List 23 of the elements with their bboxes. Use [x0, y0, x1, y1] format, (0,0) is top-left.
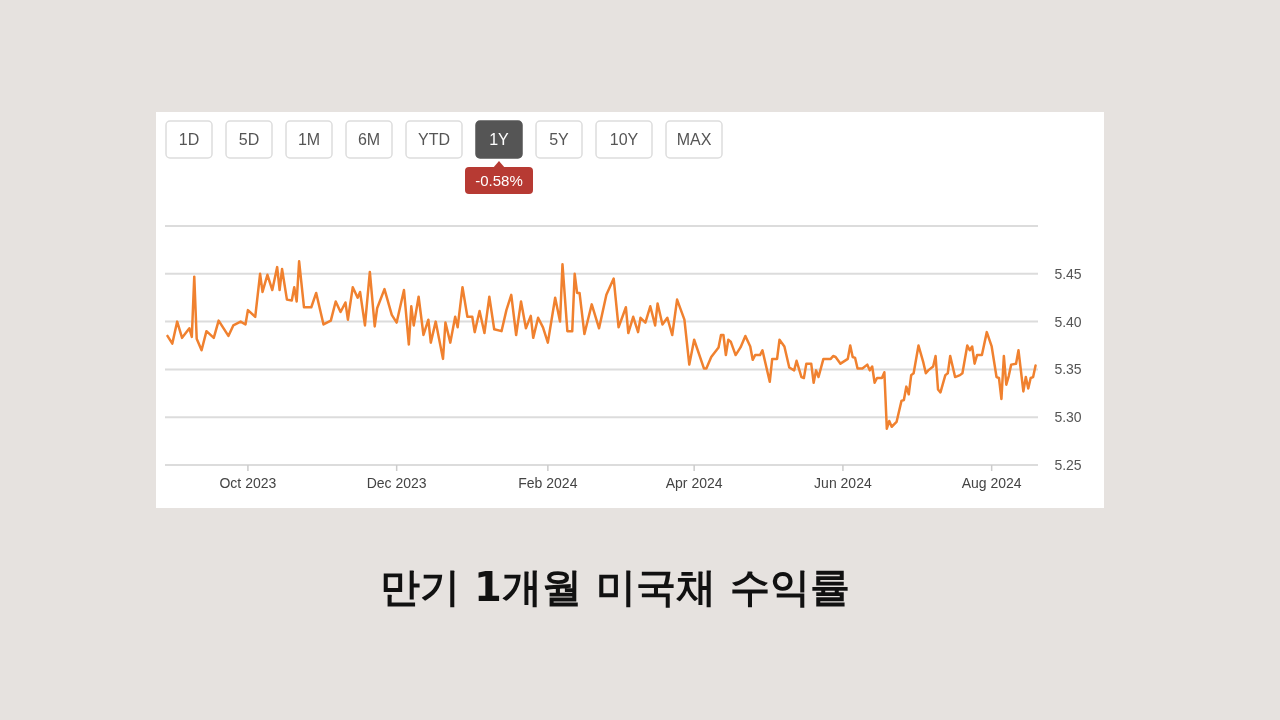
- x-tick-label: Feb 2024: [518, 475, 578, 491]
- line-series: [166, 260, 1037, 430]
- text: 1D: [178, 131, 200, 148]
- y-tick-label: 5.25: [1054, 457, 1082, 473]
- x-tick-label: Aug 2024: [961, 475, 1022, 491]
- text: 만기 1개월 미국채 수익률: [380, 564, 850, 610]
- text: 5D: [238, 131, 260, 148]
- y-tick-label: 5.30: [1054, 409, 1082, 426]
- text: 6M: [357, 131, 381, 148]
- text: 1Y: [489, 131, 510, 148]
- text: YTD: [418, 131, 450, 148]
- x-tick-label: Apr 2024: [665, 475, 723, 491]
- y-tick-label: 5.45: [1054, 265, 1082, 282]
- y-tick-label: 5.40: [1054, 313, 1082, 330]
- x-tick-label: Dec 2023: [366, 475, 427, 491]
- text: 1M: [297, 131, 321, 148]
- x-tick-label: Oct 2023: [219, 475, 277, 491]
- text: 10Y: [609, 131, 639, 148]
- y-tick-label: 5.35: [1054, 361, 1082, 378]
- text: MAX: [676, 131, 712, 148]
- text: -0.58%: [475, 172, 523, 189]
- x-tick-label: Jun 2024: [814, 475, 872, 491]
- text: 5Y: [549, 131, 570, 148]
